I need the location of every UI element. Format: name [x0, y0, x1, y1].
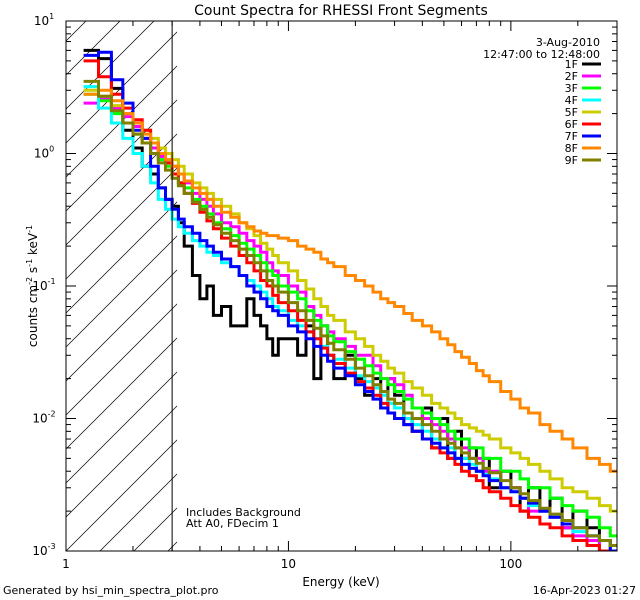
hatch-line — [66, 439, 177, 551]
annotation-background: Includes Background — [186, 506, 301, 519]
legend-label-7F: 7F — [565, 130, 578, 143]
series-layer — [83, 48, 617, 551]
x-axis-label: Energy (keV) — [302, 575, 379, 589]
y-tick-label: 10-1 — [32, 277, 55, 293]
y-tick-label: 101 — [34, 12, 54, 28]
y-tick-label: 10-3 — [32, 542, 55, 558]
x-tick-label: 100 — [499, 557, 522, 571]
hatch-line — [66, 337, 177, 450]
hatch-line — [66, 167, 177, 280]
y-tick-label: 100 — [34, 145, 54, 161]
series-line-9F — [83, 79, 617, 547]
legend-label-9F: 9F — [565, 154, 578, 167]
annotation-attenuator: Att A0, FDecim 1 — [186, 517, 279, 530]
legend-label-1F: 1F — [565, 58, 578, 71]
footer-generated: Generated by hsi_min_spectra_plot.pro — [3, 584, 219, 597]
hatch-line — [66, 201, 177, 314]
footer-timestamp: 16-Apr-2023 01:27 — [532, 584, 636, 597]
axis-ticks: 1 10 100 10-3 10-2 10-1 100 101 — [32, 12, 617, 571]
hatch-line — [66, 405, 177, 518]
y-tick-label: 10-2 — [32, 410, 55, 426]
hatched-region — [66, 21, 177, 551]
x-tick-label: 1 — [62, 557, 70, 571]
legend-date: 3-Aug-2010 — [536, 36, 600, 49]
series-line-6F — [83, 59, 617, 551]
legend-label-4F: 4F — [565, 94, 578, 107]
legend-label-8F: 8F — [565, 142, 578, 155]
legend-label-3F: 3F — [565, 82, 578, 95]
legend-label-2F: 2F — [565, 70, 578, 83]
legend-label-5F: 5F — [565, 106, 578, 119]
series-line-8F — [83, 88, 617, 473]
y-axis-label: counts cm-2 s-1 keV-1 — [25, 225, 40, 347]
legend-label-6F: 6F — [565, 118, 578, 131]
hatch-line — [66, 133, 177, 246]
x-tick-label: 10 — [281, 557, 296, 571]
series-line-7F — [83, 50, 617, 551]
legend-header: 3-Aug-2010 12:47:00 to 12:48:00 — [483, 36, 600, 61]
chart-title: Count Spectra for RHESSI Front Segments — [194, 3, 488, 19]
legend-time-range: 12:47:00 to 12:48:00 — [483, 48, 600, 61]
hatch-line — [66, 371, 177, 484]
series-line-5F — [83, 88, 617, 513]
